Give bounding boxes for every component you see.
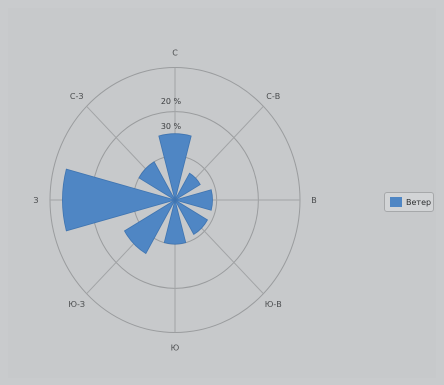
- direction-label-4: Ю-В: [265, 300, 282, 309]
- wind-petal-8: [138, 161, 177, 202]
- legend-swatch: [390, 197, 402, 207]
- direction-label-6: Ю-З: [68, 300, 85, 309]
- direction-label-2: С-В: [266, 92, 280, 101]
- wind-petals: [62, 133, 213, 255]
- wind-petal-4: [173, 198, 209, 235]
- direction-label-5: Ю: [171, 343, 180, 352]
- wind-petal-7: [62, 168, 177, 232]
- chart-labels: С С-В В Ю-В Ю Ю-З З С-З 30 % 20 %: [33, 49, 316, 353]
- direction-label-3: В: [311, 196, 317, 205]
- ring-value-label-1: 30 %: [161, 122, 182, 131]
- legend: Ветер: [384, 192, 434, 212]
- direction-label-7: З: [33, 196, 38, 205]
- legend-label: Ветер: [406, 197, 432, 207]
- wind-rose-chart: С С-В В Ю-В Ю Ю-З З С-З 30 % 20 %: [33, 49, 316, 353]
- wind-petal-6: [123, 198, 177, 255]
- ring-value-label-2: 20 %: [161, 97, 182, 106]
- wind-petal-3: [173, 189, 213, 211]
- wind-petal-1: [158, 133, 192, 201]
- direction-label-8: С-З: [70, 92, 84, 101]
- plot-panel: С С-В В Ю-В Ю Ю-З З С-З 30 % 20 %: [8, 8, 436, 378]
- wind-petal-5: [163, 199, 187, 245]
- wind-petal-2: [173, 172, 201, 202]
- direction-label-1: С: [172, 49, 178, 58]
